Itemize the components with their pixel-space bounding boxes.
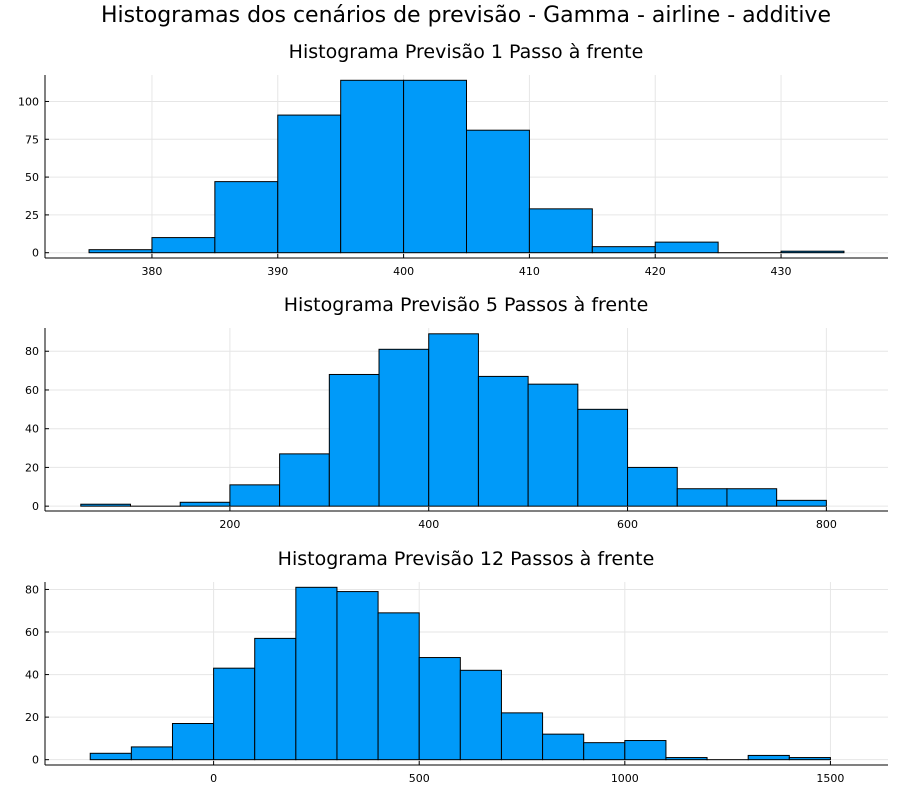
histogram-bar-1-step-bin-7 (528, 208, 593, 254)
histogram-bar-5-steps-bin-0 (80, 503, 131, 507)
x-tick-label: 400 (418, 518, 439, 531)
histogram-bar-1-step-bin-4 (340, 79, 405, 254)
x-tick-label: 1500 (816, 772, 844, 785)
histogram-bar-5-steps-bin-8 (477, 375, 529, 507)
histogram-bar-12-steps-bin-8 (418, 657, 461, 761)
y-tick-label: 0 (32, 754, 39, 767)
x-tick-label: 500 (409, 772, 430, 785)
histogram-bar-1-step-bin-0 (88, 249, 153, 254)
y-tick-label: 80 (25, 345, 39, 358)
histogram-bar-5-steps-bin-13 (726, 488, 778, 507)
histogram-panel-5-steps: Histograma Previsão 5 Passos à frente 20… (25, 294, 888, 531)
histogram-bar-12-steps-bin-4 (254, 637, 297, 761)
y-tick-label: 40 (25, 669, 39, 682)
x-tick-label: 600 (617, 518, 638, 531)
histogram-bar-1-step-bin-9 (654, 241, 719, 254)
histogram-bar-12-steps-bin-6 (336, 591, 379, 761)
x-tick-label: 1000 (611, 772, 639, 785)
histogram-bar-1-step-bin-3 (277, 114, 342, 254)
histogram-bar-1-step-bin-5 (403, 79, 467, 254)
y-tick-label: 50 (25, 171, 39, 184)
histogram-bar-12-steps-bin-1 (130, 746, 173, 761)
histogram-bar-1-step-bin-8 (591, 246, 656, 254)
y-tick-label: 60 (25, 384, 39, 397)
histogram-bar-5-steps-bin-10 (577, 408, 629, 507)
y-tick-label: 75 (25, 133, 39, 146)
histogram-bar-12-steps-bin-9 (459, 669, 502, 761)
x-tick-label: 380 (141, 265, 162, 278)
histogram-bar-12-steps-bin-0 (89, 752, 132, 761)
histogram-bar-5-steps-bin-9 (527, 383, 579, 507)
x-tick-label: 800 (816, 518, 837, 531)
histogram-bar-1-step-bin-2 (214, 181, 279, 254)
histogram-bar-5-steps-bin-11 (627, 466, 678, 507)
y-tick-label: 0 (32, 500, 39, 513)
x-tick-label: 430 (771, 265, 792, 278)
y-tick-label: 40 (25, 423, 39, 436)
x-tick-label: 200 (219, 518, 240, 531)
y-tick-label: 60 (25, 626, 39, 639)
figure-title: Histogramas dos cenários de previsão - G… (101, 3, 831, 28)
histogram-bar-12-steps-bin-10 (500, 712, 544, 761)
x-tick-label: 400 (393, 265, 414, 278)
histogram-bar-12-steps-bin-17 (788, 757, 831, 761)
histogram-bar-12-steps-bin-13 (624, 740, 667, 761)
histogram-bar-5-steps-bin-2 (179, 501, 231, 507)
y-tick-label: 80 (25, 583, 39, 596)
y-tick-label: 100 (18, 95, 39, 108)
panel-title-5-steps: Histograma Previsão 5 Passos à frente (284, 294, 649, 316)
y-tick-label: 0 (32, 247, 39, 260)
histogram-bar-12-steps-bin-3 (213, 667, 256, 761)
y-tick-label: 25 (25, 209, 39, 222)
histogram-bar-12-steps-bin-14 (665, 757, 708, 761)
histogram-bar-1-step-bin-1 (151, 237, 216, 254)
histogram-bar-5-steps-bin-14 (776, 499, 827, 507)
histogram-bar-1-step-bin-11 (780, 250, 845, 254)
panel-title-1-step: Histograma Previsão 1 Passo à frente (289, 41, 644, 63)
histogram-panel-12-steps: Histograma Previsão 12 Passos à frente 0… (25, 548, 888, 785)
histogram-bar-12-steps-bin-2 (171, 723, 215, 761)
panel-title-12-steps: Histograma Previsão 12 Passos à frente (278, 548, 655, 570)
histogram-bar-5-steps-bin-6 (378, 348, 430, 507)
histogram-bar-5-steps-bin-12 (676, 488, 728, 507)
x-tick-label: 0 (210, 772, 217, 785)
histogram-bar-12-steps-bin-12 (583, 742, 626, 761)
y-tick-label: 20 (25, 711, 39, 724)
histogram-bar-1-step-bin-6 (466, 129, 530, 254)
histogram-bar-12-steps-bin-11 (542, 733, 585, 761)
histogram-bar-12-steps-bin-7 (377, 612, 420, 761)
y-tick-label: 20 (25, 461, 39, 474)
histogram-bar-5-steps-bin-7 (428, 333, 479, 507)
histogram-bar-5-steps-bin-4 (279, 453, 330, 507)
x-tick-label: 420 (645, 265, 666, 278)
histogram-bar-5-steps-bin-5 (328, 373, 380, 507)
x-tick-label: 410 (519, 265, 540, 278)
histogram-bar-12-steps-bin-16 (747, 754, 790, 761)
histogram-panel-1-step: Histograma Previsão 1 Passo à frente 380… (18, 41, 888, 278)
histogram-bar-12-steps-bin-5 (295, 586, 338, 761)
histogram-bar-5-steps-bin-3 (229, 484, 281, 507)
x-tick-label: 390 (267, 265, 288, 278)
